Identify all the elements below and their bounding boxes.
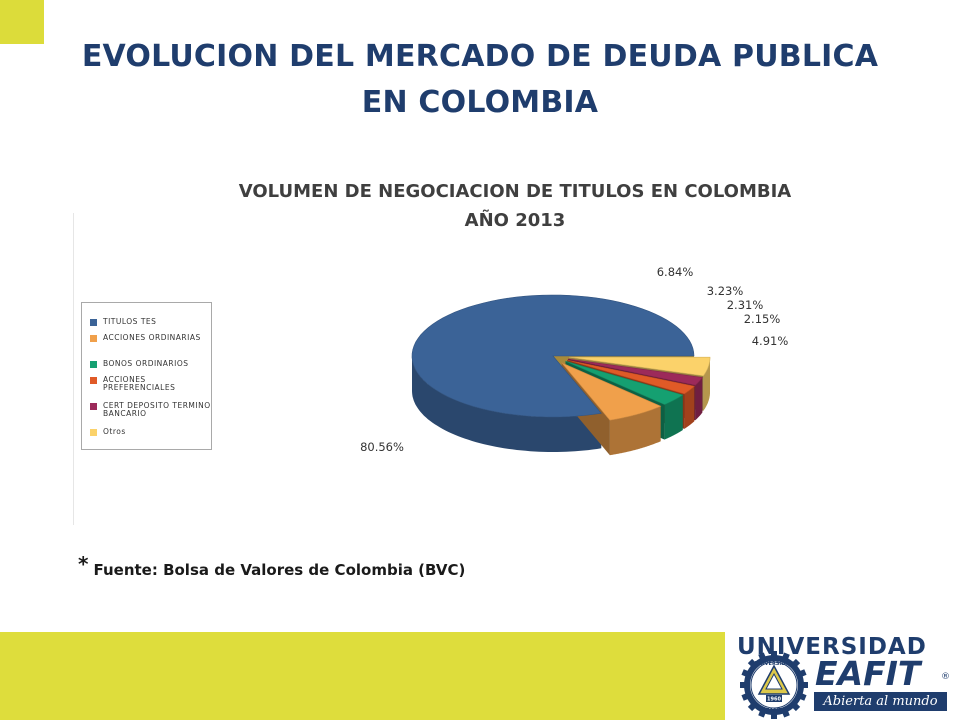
chart-title-line2: AÑO 2013 bbox=[464, 210, 566, 231]
legend-label: Otros bbox=[103, 427, 126, 436]
pie-slice-acciones-preferenciales bbox=[567, 359, 696, 395]
logo-registered-mark: ® bbox=[941, 672, 950, 682]
chart-title: VOLUMEN DE NEGOCIACION DE TITULOS EN COL… bbox=[160, 177, 870, 235]
slide-title-line2: EN COLOMBIA bbox=[361, 85, 599, 120]
slide-title: EVOLUCION DEL MERCADO DE DEUDA PUBLICA E… bbox=[30, 34, 930, 126]
pie-slice-titulos-tes bbox=[411, 294, 695, 418]
footer-separator bbox=[725, 632, 733, 720]
legend-swatch bbox=[90, 403, 97, 410]
data-label: 4.91% bbox=[752, 334, 789, 348]
pie-slice-acciones-ordinarias bbox=[561, 362, 662, 421]
chart-title-line1: VOLUMEN DE NEGOCIACION DE TITULOS EN COL… bbox=[238, 181, 792, 202]
pie-slice-wall bbox=[684, 386, 695, 429]
pie-chart: 80.56% 6.84% 3.23%2.31%2.15% 4.91% bbox=[360, 265, 789, 456]
data-label: 3.23% bbox=[707, 284, 744, 298]
legend-swatch bbox=[90, 319, 97, 326]
data-label: 2.31% bbox=[727, 298, 764, 312]
pie-slice-wall bbox=[412, 356, 602, 452]
data-label: 80.56% bbox=[360, 440, 404, 454]
legend-label: TITULOS TES bbox=[103, 317, 157, 326]
data-label: 6.84% bbox=[657, 265, 694, 279]
pie-slice-cert-deposito-termino-bancario bbox=[568, 358, 704, 386]
legend-label: BONOS ORDINARIOS bbox=[103, 359, 189, 368]
university-logo: 1960 UNIVERSIDAD EAFIT UNIVERSIDAD EAFIT… bbox=[733, 632, 960, 720]
legend-swatch bbox=[90, 361, 97, 368]
corner-accent bbox=[0, 0, 44, 44]
legend-swatch bbox=[90, 377, 97, 384]
footer-band bbox=[0, 632, 725, 720]
legend-swatch bbox=[90, 335, 97, 342]
seal-center-text: 1960 bbox=[767, 697, 781, 703]
source-text: Fuente: Bolsa de Valores de Colombia (BV… bbox=[93, 561, 466, 579]
logo-universidad: UNIVERSIDAD bbox=[737, 634, 927, 660]
slide-title-line1: EVOLUCION DEL MERCADO DE DEUDA PUBLICA bbox=[81, 39, 879, 74]
seal-bottom-text: EAFIT bbox=[766, 708, 783, 714]
legend-label: ACCIONES PREFERENCIALES bbox=[103, 375, 176, 392]
seal-icon: 1960 UNIVERSIDAD EAFIT bbox=[740, 651, 808, 719]
source-note: * Fuente: Bolsa de Valores de Colombia (B… bbox=[78, 552, 466, 580]
pie-slice-wall bbox=[664, 395, 683, 440]
legend-label: CERT DEPOSITO TERMINO BANCARIO bbox=[103, 401, 211, 418]
chart-area-edge bbox=[73, 213, 74, 525]
pie-slice-otros bbox=[568, 356, 711, 377]
legend-swatch bbox=[90, 429, 97, 436]
pie-slice-bonos-ordinarios bbox=[565, 360, 684, 405]
logo-eafit: EAFIT bbox=[815, 654, 921, 693]
pie-slice-wall bbox=[703, 357, 710, 411]
logo-tagline: Abierta al mundo bbox=[814, 692, 947, 711]
seal-top-text: UNIVERSIDAD bbox=[755, 661, 794, 667]
pie-slice-wall bbox=[695, 377, 703, 421]
legend-label: ACCIONES ORDINARIAS bbox=[103, 333, 201, 342]
chart-legend: TITULOS TES ACCIONES ORDINARIAS BONOS ORDI… bbox=[81, 302, 212, 450]
pie-slice-wall bbox=[609, 406, 661, 456]
data-label: 2.15% bbox=[744, 312, 781, 326]
source-asterisk: * bbox=[78, 552, 89, 576]
